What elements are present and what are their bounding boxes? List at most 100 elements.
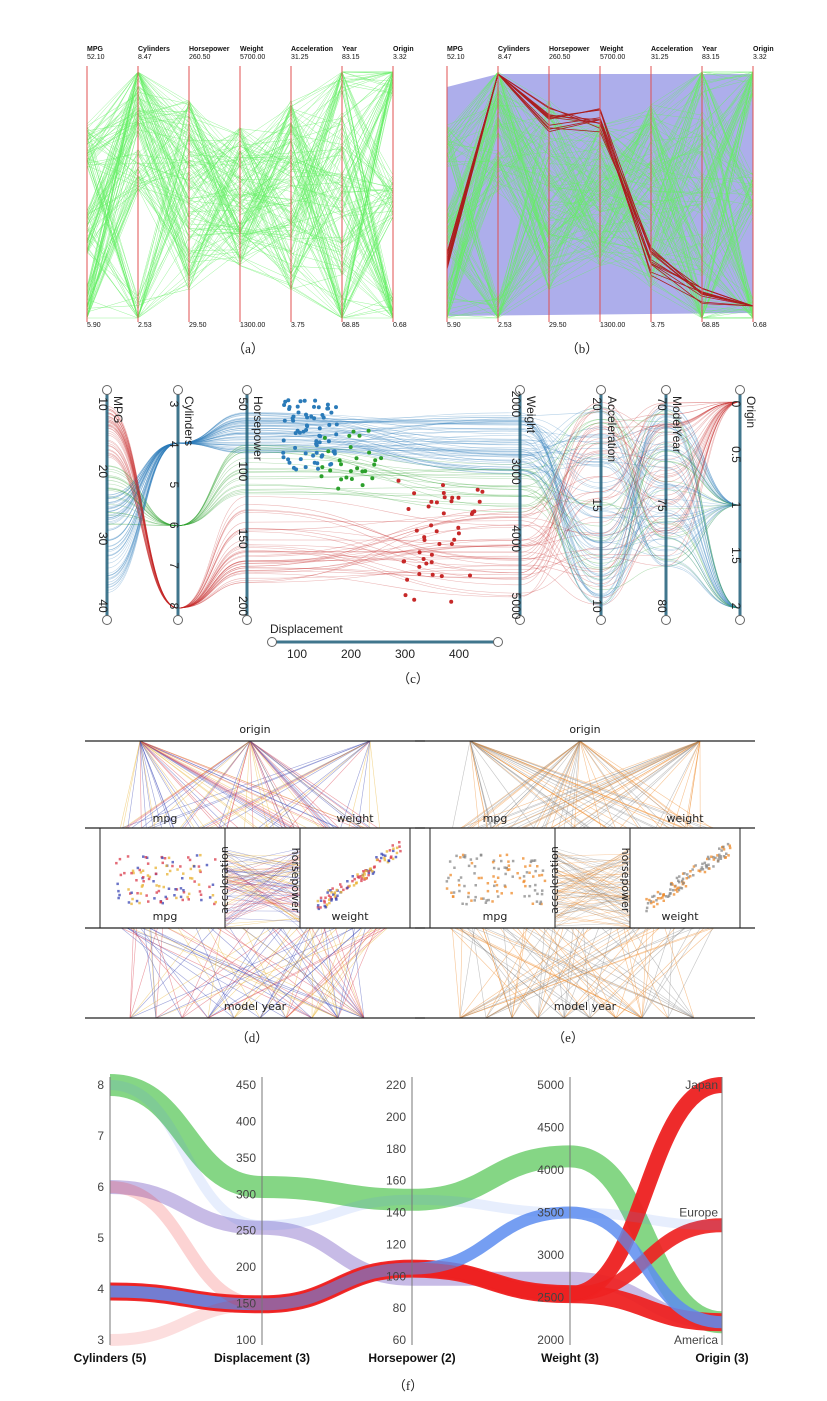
link-line	[459, 927, 661, 1019]
link-line	[224, 862, 301, 928]
scatter-point	[655, 899, 658, 902]
link-line	[249, 740, 362, 829]
curve-line	[106, 401, 741, 609]
tick-label: 4500	[537, 1121, 564, 1135]
scatter-point	[677, 880, 681, 884]
axis-name: Origin (3)	[695, 1351, 748, 1365]
scatter-point	[541, 869, 545, 872]
tick-label: 3000	[509, 458, 523, 485]
link-line	[554, 890, 631, 899]
scatter-point	[333, 895, 337, 898]
tick-label: 400	[236, 1114, 256, 1128]
scatter-point	[532, 875, 535, 878]
link-line	[139, 740, 357, 829]
scatter-point	[316, 899, 320, 903]
scatter-point	[441, 491, 446, 495]
link-line	[554, 863, 631, 878]
link-line	[554, 914, 631, 927]
tick-label: 2000	[509, 391, 523, 418]
scatter-point	[351, 879, 354, 883]
link-line	[563, 927, 686, 1019]
scatter-point	[468, 573, 472, 578]
scatter-point	[298, 399, 303, 404]
scatter-point	[511, 875, 514, 878]
link-line	[249, 740, 274, 829]
scatter-point	[722, 845, 725, 849]
tick-label: 8	[167, 603, 181, 610]
link-line	[224, 868, 301, 896]
axis-max-label: 31.25	[291, 54, 309, 61]
scatter-point	[673, 885, 677, 888]
link-line	[224, 859, 301, 890]
link-line	[139, 740, 192, 829]
scatter-point	[199, 870, 202, 874]
scatter-point	[716, 854, 719, 857]
scatter-point	[141, 884, 144, 887]
scatter-point	[136, 892, 139, 895]
scatter-point	[467, 891, 470, 895]
scatter-point	[463, 854, 467, 857]
scatter-point	[533, 859, 537, 862]
scatter-point	[718, 847, 721, 850]
scatter-point	[685, 877, 688, 880]
scatter-point	[348, 445, 353, 450]
scatter-point	[336, 894, 339, 897]
link-line	[469, 740, 480, 829]
scatter-point	[346, 880, 349, 883]
link-line	[469, 740, 704, 829]
scatter-point	[541, 889, 544, 892]
link-line	[554, 857, 631, 921]
scatter-point	[691, 868, 694, 871]
link-line	[224, 881, 301, 920]
link-line	[348, 740, 371, 829]
link-line	[224, 856, 301, 906]
link-line	[210, 927, 313, 1019]
link-line	[554, 887, 631, 903]
scatter-point	[412, 491, 417, 496]
link-line	[224, 883, 301, 886]
scatter-point	[171, 864, 174, 868]
scatter-point	[176, 868, 179, 871]
link-line	[224, 894, 301, 897]
curve-line	[106, 419, 741, 526]
link-line	[582, 740, 701, 829]
scatter-point	[344, 475, 349, 480]
link-line	[579, 740, 661, 829]
scatter-point	[524, 884, 527, 888]
scatter-point	[328, 898, 331, 901]
panel-e: origin mpg weight acceleration horsepower mpg…	[415, 723, 755, 1019]
link-line	[469, 740, 500, 829]
link-line	[563, 927, 660, 1019]
scatter-point	[118, 893, 121, 897]
tick-label: 15	[590, 498, 604, 512]
scatter-point	[319, 454, 324, 459]
scatter-point	[461, 853, 465, 857]
link-line	[571, 927, 617, 1019]
axis-min-label: 3.75	[651, 322, 665, 329]
scatter-point	[118, 857, 122, 861]
scatter-point	[533, 889, 537, 892]
scatter-point	[309, 414, 314, 419]
link-line	[167, 927, 365, 1019]
scatter-point	[465, 902, 468, 906]
scatter-point	[115, 861, 118, 865]
axis-handle	[735, 385, 745, 395]
tick-label: 300	[395, 647, 415, 661]
scatter-point	[661, 896, 664, 899]
link-line	[485, 927, 513, 1019]
link-line	[224, 849, 301, 868]
link-line	[224, 850, 301, 866]
link-line	[271, 927, 339, 1019]
scatter-point	[147, 900, 150, 903]
scatter-point	[486, 889, 490, 893]
axis-label-mpg: mpg	[153, 812, 178, 825]
scatter-point	[398, 841, 401, 844]
link-line	[469, 740, 678, 829]
scatter-point	[362, 875, 365, 879]
link-line	[207, 927, 266, 1019]
link-line	[554, 882, 631, 886]
scatter-point	[319, 906, 322, 909]
link-line	[554, 848, 631, 907]
link-line	[224, 867, 301, 871]
scatter-point	[373, 458, 378, 463]
